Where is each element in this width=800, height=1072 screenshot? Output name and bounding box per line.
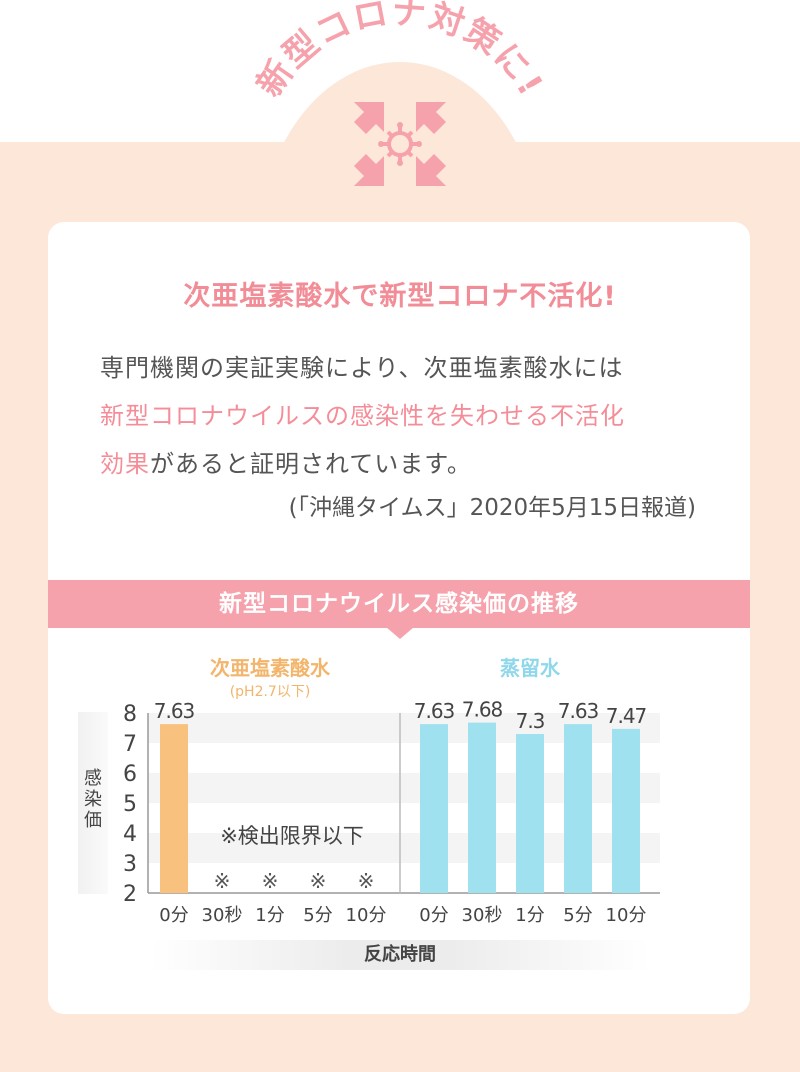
virus-compress-icon — [354, 102, 446, 186]
chart-banner: 新型コロナウイルス感染価の推移 — [48, 580, 750, 628]
group-title-distilled: 蒸留水 — [500, 656, 560, 680]
x-tick-label: 0分 — [419, 905, 448, 926]
paragraph-rest: があると証明されています。 — [150, 450, 472, 478]
x-tick-label: 10分 — [346, 905, 387, 926]
paragraph-line-2: 新型コロナウイルスの感染性を失わせる不活化 — [100, 402, 625, 430]
bar — [612, 728, 640, 893]
y-tick-label: 3 — [123, 852, 137, 877]
bar — [468, 722, 496, 893]
x-tick-label: 0分 — [159, 905, 188, 926]
group-subtitle-ph: (pH2.7以下) — [229, 684, 311, 700]
source-citation: (「沖縄タイムス」2020年5月15日報道) — [288, 495, 696, 521]
paragraph-highlight: 効果 — [100, 450, 150, 478]
data-label: 7.63 — [414, 699, 455, 723]
x-axis-label: 反応時間 — [150, 940, 650, 970]
y-tick-label: 5 — [123, 792, 137, 817]
y-tick-label: 8 — [123, 702, 137, 727]
below-detection-mark: ※ — [262, 869, 279, 893]
data-label: 7.3 — [516, 709, 545, 733]
paragraph-line-3: 効果があると証明されています。 — [100, 444, 720, 479]
y-tick-label: 7 — [123, 732, 137, 757]
x-tick-label: 1分 — [255, 905, 284, 926]
paragraph-line-1: 専門機関の実証実験により、次亜塩素酸水には — [100, 354, 624, 382]
x-tick-label: 10分 — [606, 905, 647, 926]
below-detection-mark: ※ — [358, 869, 375, 893]
x-tick-label: 1分 — [515, 905, 544, 926]
banner-pointer — [386, 627, 414, 639]
y-tick-label: 4 — [123, 822, 137, 847]
data-label: 7.63 — [154, 699, 195, 723]
data-label: 7.47 — [606, 704, 647, 728]
x-tick-label: 30秒 — [462, 905, 503, 926]
y-tick-label: 2 — [123, 882, 137, 907]
bar — [160, 724, 188, 893]
y-axis-label: 感染価 — [84, 768, 102, 831]
arc-title: 新型コロナ対策に! — [246, 0, 552, 107]
y-axis-label-box: 感染価 — [78, 712, 108, 894]
below-detection-mark: ※ — [214, 869, 231, 893]
detection-limit-note: ※検出限界以下 — [220, 824, 364, 848]
headline: 次亜塩素酸水で新型コロナ不活化! — [183, 281, 617, 312]
data-label: 7.68 — [462, 698, 503, 722]
x-tick-label: 5分 — [563, 905, 592, 926]
bar — [516, 734, 544, 893]
y-tick-label: 6 — [123, 762, 137, 787]
group-title-hypochlorous: 次亜塩素酸水 — [210, 656, 330, 680]
x-tick-label: 5分 — [303, 905, 332, 926]
below-detection-mark: ※ — [310, 869, 327, 893]
bar — [420, 724, 448, 893]
bar — [564, 724, 592, 893]
x-tick-label: 30秒 — [202, 905, 243, 926]
data-label: 7.63 — [558, 699, 599, 723]
